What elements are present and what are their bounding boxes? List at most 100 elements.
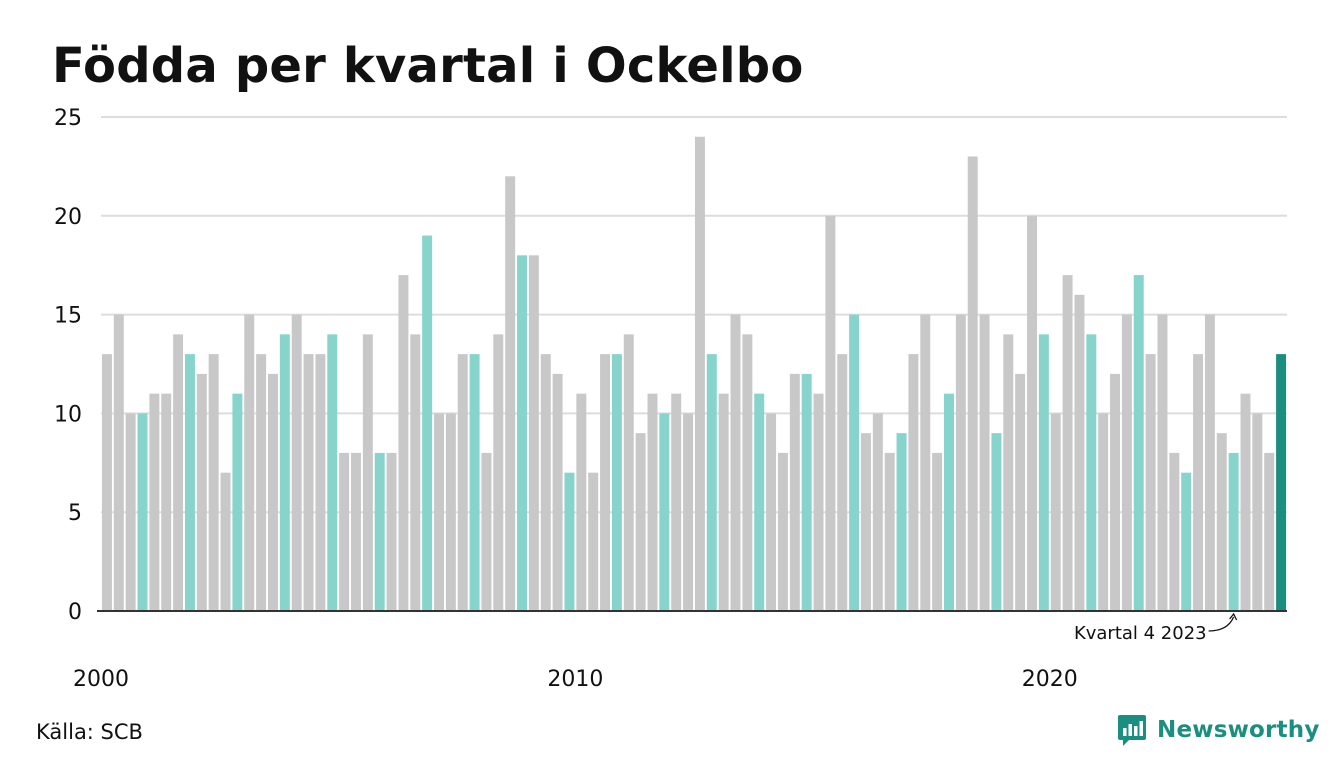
bar [872, 413, 883, 611]
bar [623, 334, 634, 611]
bar [267, 373, 278, 611]
bar [1015, 373, 1026, 611]
newsworthy-logo: Newsworthy [1117, 713, 1320, 747]
bar [315, 354, 326, 611]
bar [706, 354, 717, 611]
bar [1086, 334, 1097, 611]
bar [196, 373, 207, 611]
bar [1038, 334, 1049, 611]
x-tick-label: 2000 [73, 667, 129, 692]
bar [208, 354, 219, 611]
bar [979, 314, 990, 611]
bar [1133, 275, 1144, 611]
annotation-label: Kvartal 4 2023 [1074, 623, 1207, 644]
newsworthy-logo-icon [1118, 715, 1146, 746]
bar [410, 334, 421, 611]
labels: 0 5 10 15 20 25 2000 2010 2020 Kvartal 4 2023 [54, 106, 1238, 692]
bar [1027, 215, 1037, 612]
y-tick-label: 10 [54, 402, 82, 427]
bar [659, 413, 670, 611]
bar [849, 314, 860, 611]
bars [101, 136, 1287, 612]
bar [1098, 413, 1109, 611]
bar [1050, 413, 1061, 611]
bar [1157, 314, 1168, 611]
bar [920, 314, 931, 611]
bar [955, 314, 966, 611]
bar [683, 413, 694, 611]
bar [1240, 393, 1251, 611]
bar [1181, 472, 1192, 611]
bar [635, 433, 646, 611]
bar [991, 433, 1002, 611]
bar [777, 452, 788, 611]
bar [742, 334, 753, 611]
bar [694, 136, 705, 611]
bar [540, 354, 551, 611]
bar [967, 156, 978, 611]
bar [256, 354, 267, 611]
brand-name: Newsworthy [1157, 717, 1320, 743]
bar [161, 393, 172, 611]
bar [1276, 354, 1287, 611]
bar [398, 275, 409, 611]
bar [505, 176, 516, 611]
bar [184, 354, 195, 611]
bar [1193, 354, 1204, 611]
bar [528, 255, 539, 611]
y-tick-label: 15 [54, 304, 82, 329]
bar [1216, 433, 1227, 611]
bar [576, 393, 587, 611]
bar-chart: 0 5 10 15 20 25 2000 2010 2020 Kvartal 4 2023 [54, 106, 1287, 692]
bar [149, 393, 160, 611]
bar [517, 255, 528, 611]
bar [884, 452, 895, 611]
bar [422, 235, 433, 611]
bar [1110, 373, 1121, 611]
bar [825, 215, 836, 612]
bar [1062, 275, 1073, 611]
bar [469, 354, 480, 611]
bar [1003, 334, 1014, 611]
bar [671, 393, 682, 611]
y-tick-label: 0 [68, 600, 82, 625]
bar [1074, 294, 1085, 611]
bar [362, 334, 373, 611]
bar [718, 393, 729, 611]
bar [564, 472, 575, 611]
bar [173, 334, 184, 611]
bar [434, 413, 444, 611]
bar [291, 314, 302, 611]
bar [220, 472, 231, 611]
bar [303, 354, 314, 611]
bar [327, 334, 338, 611]
bar [113, 314, 124, 611]
bar [125, 413, 136, 611]
bar [837, 354, 848, 611]
gridlines [101, 116, 1287, 514]
bar [493, 334, 504, 611]
bar [1121, 314, 1132, 611]
bar [1228, 452, 1239, 611]
x-tick-label: 2010 [547, 667, 603, 692]
bar [351, 452, 361, 611]
y-tick-label: 20 [54, 205, 82, 230]
bar [279, 334, 290, 611]
bar [611, 354, 622, 611]
bar [766, 413, 777, 611]
bar [101, 354, 112, 611]
bar [932, 452, 943, 611]
bar [1169, 452, 1180, 611]
bar [801, 373, 812, 611]
bar [647, 393, 658, 611]
bar [244, 314, 255, 611]
bar [232, 393, 243, 611]
annotation-arrow [1208, 616, 1235, 632]
annotation-arrowhead [1229, 612, 1238, 621]
bar [730, 314, 741, 611]
bar [908, 354, 919, 611]
bar [813, 393, 824, 611]
bar [1145, 354, 1156, 611]
bar [552, 373, 563, 611]
bar [600, 354, 611, 611]
